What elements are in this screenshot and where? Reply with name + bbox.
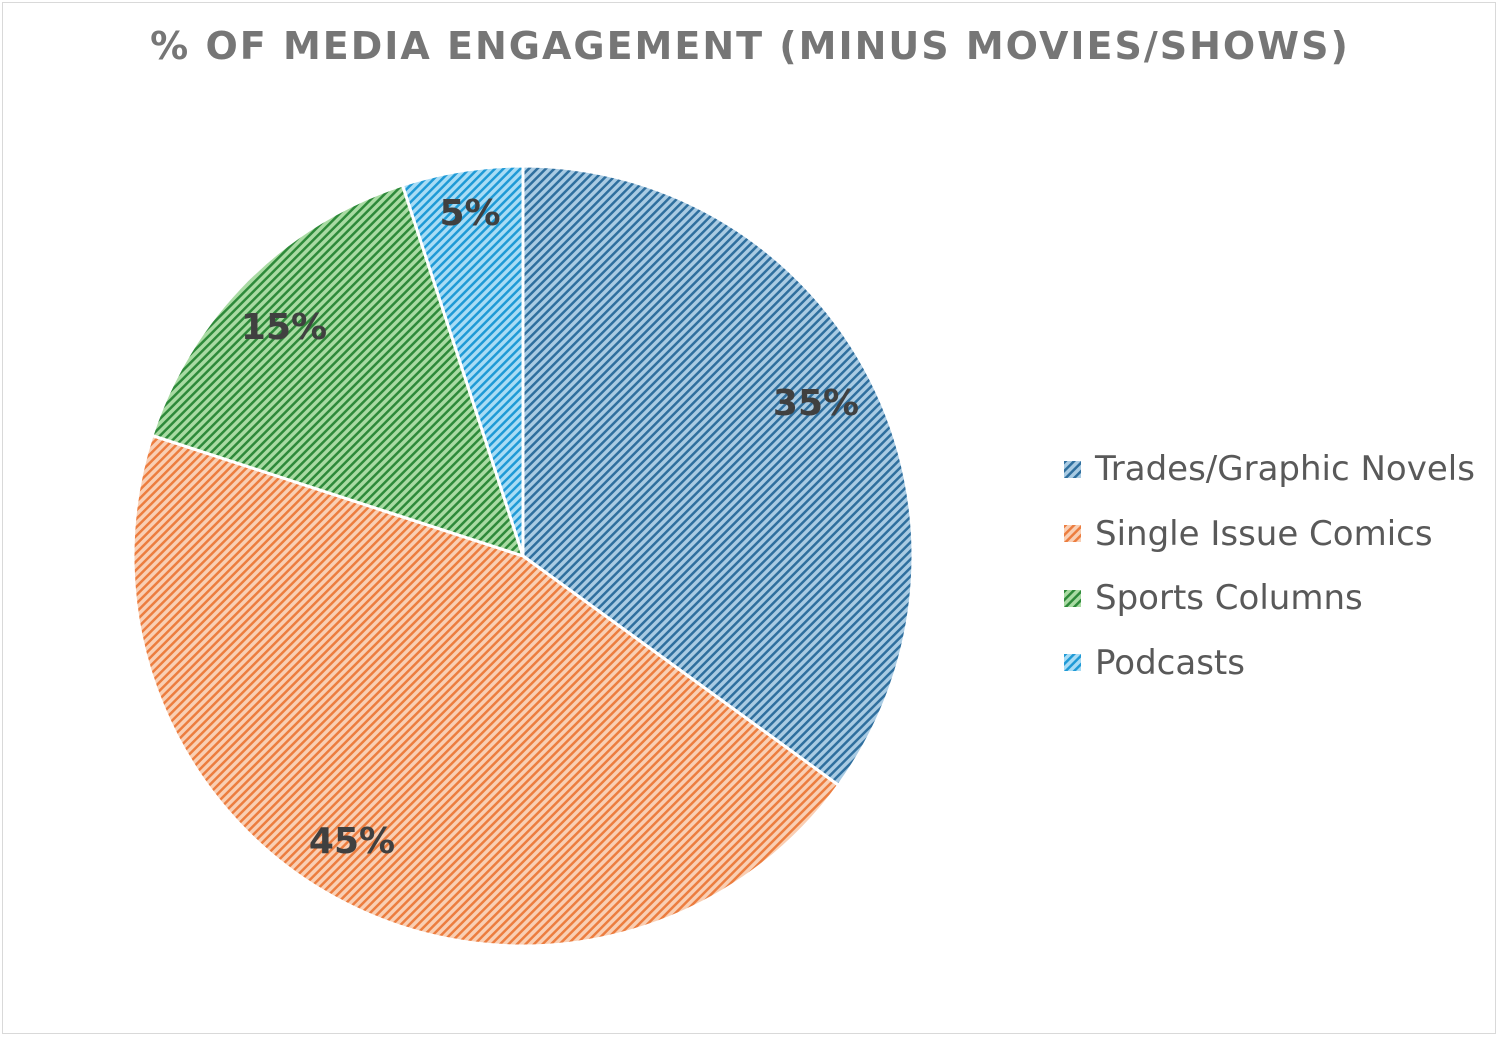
legend: Trades/Graphic Novels Single Issue Comics… <box>1064 437 1475 695</box>
pie-slice-2 <box>150 183 526 559</box>
data-label-3: 5% <box>439 193 500 234</box>
pie-slice-3 <box>400 164 525 557</box>
legend-label: Sports Columns <box>1095 578 1363 619</box>
legend-swatch <box>1064 460 1081 478</box>
legend-label: Podcasts <box>1095 642 1245 683</box>
chart-title: % OF MEDIA ENGAGEMENT (MINUS MOVIES/SHOW… <box>150 24 1350 68</box>
pie-slice-1 <box>131 433 841 948</box>
legend-label: Single Issue Comics <box>1095 513 1433 554</box>
legend-item: Single Issue Comics <box>1064 502 1475 567</box>
legend-swatch <box>1064 654 1081 672</box>
data-label-1: 45% <box>309 821 395 862</box>
legend-label: Trades/Graphic Novels <box>1095 449 1475 490</box>
data-label-2: 15% <box>241 307 327 348</box>
legend-item: Sports Columns <box>1064 566 1475 631</box>
legend-swatch <box>1064 589 1081 607</box>
pie-slice-0 <box>521 164 915 788</box>
legend-item: Podcasts <box>1064 631 1475 696</box>
data-label-0: 35% <box>773 383 859 424</box>
legend-item: Trades/Graphic Novels <box>1064 437 1475 502</box>
legend-swatch <box>1064 525 1081 543</box>
